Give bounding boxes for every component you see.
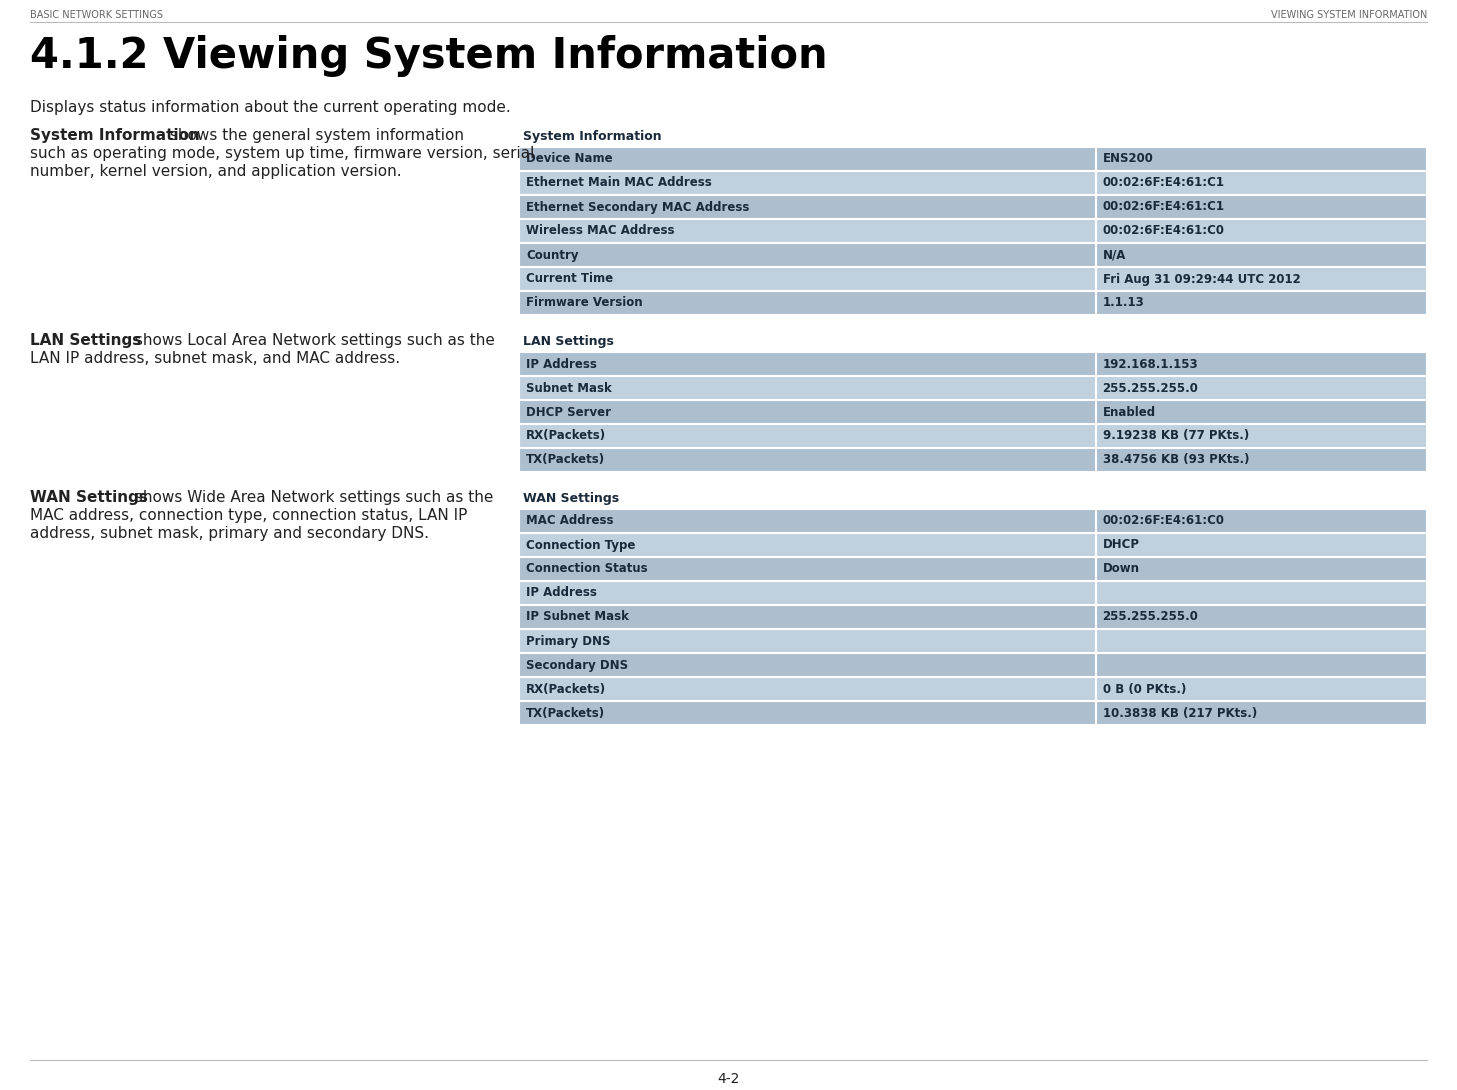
Text: N/A: N/A bbox=[1103, 249, 1126, 262]
Text: number, kernel version, and application version.: number, kernel version, and application … bbox=[31, 164, 402, 179]
Text: 00:02:6F:E4:61:C1: 00:02:6F:E4:61:C1 bbox=[1103, 201, 1224, 214]
Text: System Information: System Information bbox=[523, 130, 661, 143]
Text: LAN IP address, subnet mask, and MAC address.: LAN IP address, subnet mask, and MAC add… bbox=[31, 351, 401, 366]
Bar bbox=[519, 701, 1426, 725]
Text: BASIC NETWORK SETTINGS: BASIC NETWORK SETTINGS bbox=[31, 10, 163, 20]
Bar bbox=[519, 424, 1426, 448]
Bar bbox=[519, 352, 1426, 376]
Text: shows Wide Area Network settings such as the: shows Wide Area Network settings such as… bbox=[130, 490, 494, 505]
Text: RX(Packets): RX(Packets) bbox=[526, 682, 606, 695]
Text: System Information: System Information bbox=[31, 128, 200, 143]
Bar bbox=[519, 448, 1426, 472]
Text: MAC address, connection type, connection status, LAN IP: MAC address, connection type, connection… bbox=[31, 508, 468, 523]
Bar bbox=[519, 171, 1426, 195]
Text: Current Time: Current Time bbox=[526, 272, 613, 286]
Text: VIEWING SYSTEM INFORMATION: VIEWING SYSTEM INFORMATION bbox=[1271, 10, 1426, 20]
Text: 00:02:6F:E4:61:C0: 00:02:6F:E4:61:C0 bbox=[1103, 225, 1224, 238]
Text: 38.4756 KB (93 PKts.): 38.4756 KB (93 PKts.) bbox=[1103, 453, 1249, 467]
Text: MAC Address: MAC Address bbox=[526, 514, 613, 528]
Text: 4-2: 4-2 bbox=[717, 1071, 739, 1086]
Text: such as operating mode, system up time, firmware version, serial: such as operating mode, system up time, … bbox=[31, 146, 535, 161]
Text: Secondary DNS: Secondary DNS bbox=[526, 658, 628, 671]
Text: WAN Settings: WAN Settings bbox=[31, 490, 147, 505]
Bar bbox=[519, 653, 1426, 677]
Bar bbox=[519, 376, 1426, 400]
Text: address, subnet mask, primary and secondary DNS.: address, subnet mask, primary and second… bbox=[31, 526, 428, 541]
Text: 9.19238 KB (77 PKts.): 9.19238 KB (77 PKts.) bbox=[1103, 429, 1249, 443]
Bar bbox=[519, 677, 1426, 701]
Text: 192.168.1.153: 192.168.1.153 bbox=[1103, 358, 1198, 371]
Text: DHCP Server: DHCP Server bbox=[526, 405, 610, 419]
Text: WAN Settings: WAN Settings bbox=[523, 492, 619, 505]
Text: 10.3838 KB (217 PKts.): 10.3838 KB (217 PKts.) bbox=[1103, 706, 1257, 719]
Text: 4.1.2 Viewing System Information: 4.1.2 Viewing System Information bbox=[31, 35, 828, 77]
Text: Connection Type: Connection Type bbox=[526, 538, 635, 552]
Text: 255.255.255.0: 255.255.255.0 bbox=[1103, 610, 1199, 623]
Bar bbox=[519, 400, 1426, 424]
Text: TX(Packets): TX(Packets) bbox=[526, 453, 605, 467]
Bar bbox=[519, 557, 1426, 581]
Text: 1.1.13: 1.1.13 bbox=[1103, 296, 1144, 310]
Bar bbox=[519, 629, 1426, 653]
Text: RX(Packets): RX(Packets) bbox=[526, 429, 606, 443]
Text: shows Local Area Network settings such as the: shows Local Area Network settings such a… bbox=[130, 334, 495, 348]
Text: 00:02:6F:E4:61:C0: 00:02:6F:E4:61:C0 bbox=[1103, 514, 1224, 528]
Text: IP Address: IP Address bbox=[526, 358, 597, 371]
Text: IP Address: IP Address bbox=[526, 586, 597, 600]
Text: 255.255.255.0: 255.255.255.0 bbox=[1103, 382, 1199, 395]
Text: DHCP: DHCP bbox=[1103, 538, 1139, 552]
Text: TX(Packets): TX(Packets) bbox=[526, 706, 605, 719]
Text: Subnet Mask: Subnet Mask bbox=[526, 382, 612, 395]
Text: Device Name: Device Name bbox=[526, 153, 612, 166]
Bar bbox=[519, 533, 1426, 557]
Text: Wireless MAC Address: Wireless MAC Address bbox=[526, 225, 675, 238]
Text: Primary DNS: Primary DNS bbox=[526, 634, 610, 647]
Bar bbox=[519, 581, 1426, 605]
Bar bbox=[519, 219, 1426, 243]
Text: Ethernet Secondary MAC Address: Ethernet Secondary MAC Address bbox=[526, 201, 749, 214]
Bar bbox=[519, 195, 1426, 219]
Bar bbox=[519, 509, 1426, 533]
Text: Ethernet Main MAC Address: Ethernet Main MAC Address bbox=[526, 177, 712, 190]
Text: LAN Settings: LAN Settings bbox=[523, 335, 613, 348]
Text: Connection Status: Connection Status bbox=[526, 562, 647, 576]
Text: Down: Down bbox=[1103, 562, 1139, 576]
Text: Enabled: Enabled bbox=[1103, 405, 1155, 419]
Bar bbox=[519, 267, 1426, 291]
Text: Displays status information about the current operating mode.: Displays status information about the cu… bbox=[31, 100, 511, 116]
Text: Firmware Version: Firmware Version bbox=[526, 296, 643, 310]
Text: 00:02:6F:E4:61:C1: 00:02:6F:E4:61:C1 bbox=[1103, 177, 1224, 190]
Bar bbox=[519, 147, 1426, 171]
Bar bbox=[519, 243, 1426, 267]
Bar bbox=[519, 605, 1426, 629]
Bar bbox=[519, 291, 1426, 315]
Text: shows the general system information: shows the general system information bbox=[165, 128, 463, 143]
Text: LAN Settings: LAN Settings bbox=[31, 334, 141, 348]
Text: IP Subnet Mask: IP Subnet Mask bbox=[526, 610, 629, 623]
Text: Country: Country bbox=[526, 249, 578, 262]
Text: 0 B (0 PKts.): 0 B (0 PKts.) bbox=[1103, 682, 1186, 695]
Text: Fri Aug 31 09:29:44 UTC 2012: Fri Aug 31 09:29:44 UTC 2012 bbox=[1103, 272, 1300, 286]
Text: ENS200: ENS200 bbox=[1103, 153, 1154, 166]
